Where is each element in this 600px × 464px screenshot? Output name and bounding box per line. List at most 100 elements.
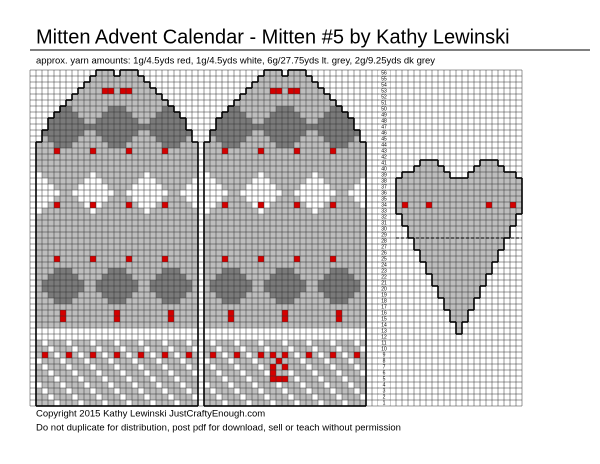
stitch — [282, 76, 288, 82]
stitch — [204, 154, 210, 160]
stitch — [354, 346, 360, 352]
stitch — [300, 166, 306, 172]
stitch — [216, 202, 222, 208]
stitch — [294, 352, 300, 358]
stitch — [240, 220, 246, 226]
stitch — [330, 196, 336, 202]
stitch — [354, 196, 360, 202]
stitch — [420, 220, 426, 226]
stitch — [468, 184, 474, 190]
stitch — [216, 190, 222, 196]
stitch — [144, 196, 150, 202]
stitch — [72, 124, 78, 130]
stitch — [174, 130, 180, 136]
stitch — [354, 340, 360, 346]
stitch — [432, 268, 438, 274]
stitch — [336, 214, 342, 220]
stitch — [90, 208, 96, 214]
stitch — [258, 274, 264, 280]
stitch — [360, 400, 366, 406]
stitch — [60, 298, 66, 304]
stitch — [282, 118, 288, 124]
stitch — [342, 130, 348, 136]
stitch — [216, 244, 222, 250]
stitch — [450, 310, 456, 316]
stitch — [180, 304, 186, 310]
stitch — [102, 286, 108, 292]
stitch — [36, 232, 42, 238]
stitch — [234, 136, 240, 142]
stitch — [396, 196, 402, 202]
stitch — [36, 160, 42, 166]
stitch — [84, 364, 90, 370]
stitch — [186, 160, 192, 166]
stitch — [324, 142, 330, 148]
stitch — [102, 154, 108, 160]
stitch — [288, 160, 294, 166]
stitch — [90, 106, 96, 112]
stitch — [276, 70, 282, 76]
stitch — [120, 118, 126, 124]
stitch — [258, 328, 264, 334]
stitch — [138, 88, 144, 94]
stitch — [306, 238, 312, 244]
stitch — [342, 358, 348, 364]
stitch — [330, 310, 336, 316]
stitch — [150, 382, 156, 388]
stitch — [168, 382, 174, 388]
stitch — [228, 220, 234, 226]
stitch — [258, 172, 264, 178]
stitch — [42, 262, 48, 268]
stitch — [192, 370, 198, 376]
stitch — [108, 346, 114, 352]
stitch — [102, 388, 108, 394]
stitch — [294, 250, 300, 256]
stitch — [276, 172, 282, 178]
stitch — [312, 346, 318, 352]
stitch — [318, 184, 324, 190]
stitch — [234, 400, 240, 406]
stitch — [294, 316, 300, 322]
stitch — [132, 106, 138, 112]
stitch — [144, 232, 150, 238]
stitch — [90, 304, 96, 310]
stitch — [192, 184, 198, 190]
stitch — [108, 160, 114, 166]
stitch — [336, 250, 342, 256]
stitch — [240, 298, 246, 304]
stitch — [420, 244, 426, 250]
stitch — [288, 364, 294, 370]
stitch — [462, 232, 468, 238]
stitch — [156, 244, 162, 250]
row-number: 3 — [383, 389, 386, 395]
stitch — [294, 238, 300, 244]
stitch — [336, 304, 342, 310]
stitch — [126, 178, 132, 184]
stitch — [204, 400, 210, 406]
stitch — [294, 226, 300, 232]
stitch — [108, 370, 114, 376]
stitch — [324, 388, 330, 394]
stitch — [204, 388, 210, 394]
stitch — [456, 196, 462, 202]
row-number: 8 — [383, 359, 386, 365]
stitch — [330, 160, 336, 166]
stitch — [126, 190, 132, 196]
stitch — [318, 166, 324, 172]
stitch — [276, 256, 282, 262]
stitch — [264, 124, 270, 130]
row-number-cell — [378, 208, 390, 214]
stitch — [192, 202, 198, 208]
stitch — [270, 238, 276, 244]
stitch — [138, 250, 144, 256]
stitch — [108, 94, 114, 100]
stitch — [228, 280, 234, 286]
stitch — [492, 172, 498, 178]
stitch — [156, 316, 162, 322]
stitch — [240, 238, 246, 244]
stitch — [282, 82, 288, 88]
stitch — [354, 244, 360, 250]
stitch — [168, 304, 174, 310]
stitch — [78, 382, 84, 388]
stitch — [102, 100, 108, 106]
